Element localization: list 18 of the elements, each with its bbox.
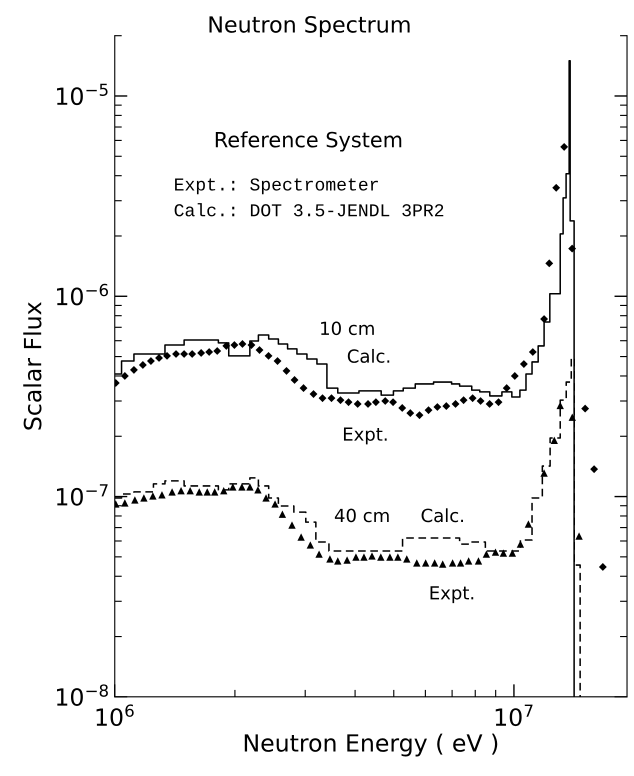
annotation: Expt.: Spectrometer <box>175 178 378 194</box>
y-tick-label: 10$^{−6}$ <box>57 284 108 306</box>
chart-title: Neutron Spectrum <box>209 16 410 38</box>
annotation: Expt. <box>430 586 474 604</box>
annotation: Reference System <box>216 131 402 152</box>
y-tick-label: 10$^{−7}$ <box>57 484 108 506</box>
x-tick-label: 10$^{7}$ <box>496 704 533 726</box>
annotation: Calc.: DOT 3.5-JENDL 3PR2 <box>174 203 444 216</box>
y-tick-label: 10$^{−5}$ <box>57 84 108 106</box>
annotation: Calc. <box>348 348 390 363</box>
x-tick-label: 10$^{6}$ <box>96 704 134 726</box>
y-axis-title: Scalar Flux <box>23 302 42 430</box>
annotation: Expt. <box>344 428 387 444</box>
y-tick-label: 10$^{−8}$ <box>57 684 108 706</box>
x-axis-title: Neutron Energy ( eV ) <box>244 734 498 756</box>
annotation: Calc. <box>422 508 463 522</box>
annotation: 40 cm <box>334 508 389 522</box>
annotation: 10 cm <box>321 321 374 336</box>
